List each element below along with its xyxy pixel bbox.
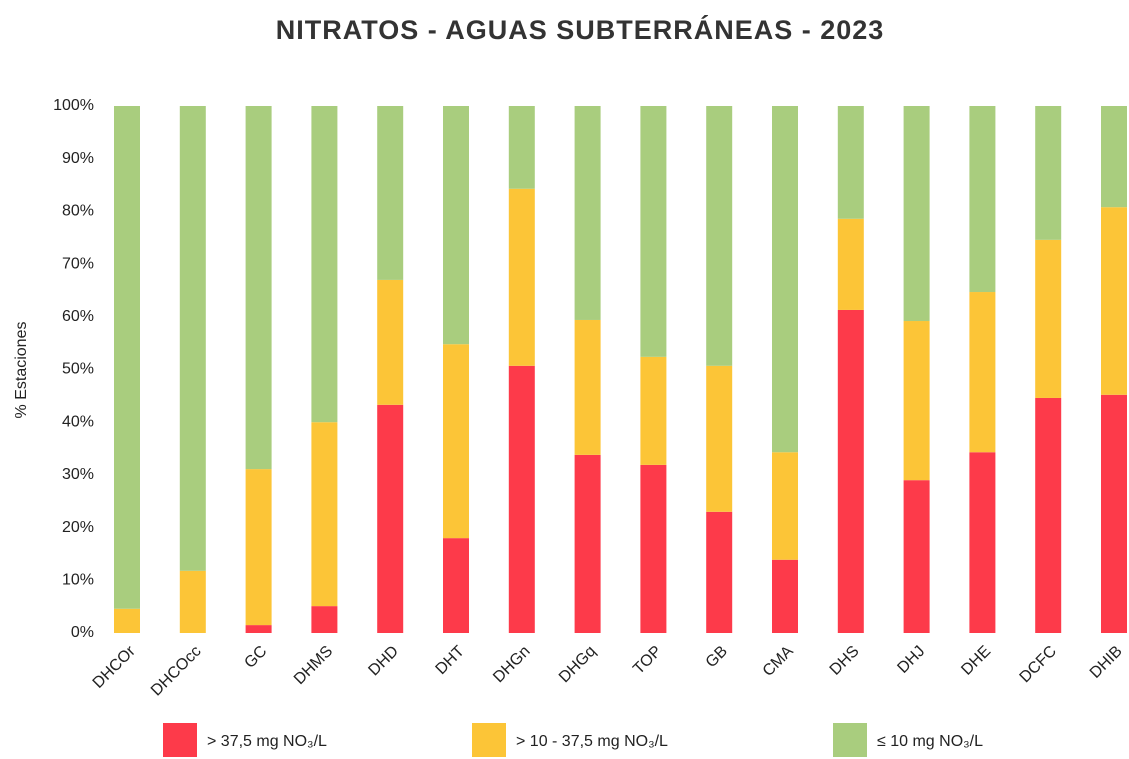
bar-segment: [1101, 394, 1127, 633]
y-tick-label: 10%: [62, 572, 94, 589]
x-tick-label: TOP: [630, 643, 665, 678]
y-axis-label: % Estaciones: [13, 322, 30, 419]
bar-segment: [1035, 397, 1062, 633]
y-tick-label: 0%: [71, 624, 94, 641]
bar-segment: [114, 106, 140, 609]
bar-segment: [903, 480, 930, 633]
bar-segment: [245, 106, 272, 470]
bar-segment: [574, 454, 601, 633]
x-tick-label: DHD: [365, 643, 402, 680]
legend-label: > 37,5 mg NO₃/L: [207, 733, 327, 750]
x-tick-label: DHCOcc: [148, 643, 205, 700]
bar-segment: [903, 106, 930, 322]
bar-segment: [574, 106, 601, 320]
bar-segment: [640, 106, 667, 357]
y-tick-label: 50%: [62, 361, 94, 378]
bar-segment: [245, 625, 272, 633]
bar-segment: [311, 606, 338, 633]
legend-swatch: [472, 723, 506, 757]
bar-segment: [114, 608, 140, 633]
bar-segment: [508, 188, 535, 366]
bar-segment: [179, 106, 206, 571]
bar-segment: [706, 365, 733, 512]
x-tick-label: DHT: [433, 643, 468, 678]
chart-title: NITRATOS - AGUAS SUBTERRÁNEAS - 2023: [276, 14, 885, 45]
bar-segment: [1101, 207, 1127, 395]
bar-segment: [969, 106, 996, 293]
legend-label: > 10 - 37,5 mg NO₃/L: [516, 733, 668, 750]
bar-segment: [377, 279, 404, 405]
bar-segment: [311, 422, 338, 607]
bar-segment: [1035, 239, 1062, 398]
bar-segment: [443, 538, 469, 633]
bar-segment: [969, 292, 996, 453]
bar-segment: [443, 106, 469, 345]
bar-segment: [574, 319, 601, 455]
bar-segment: [508, 365, 535, 633]
bar-segment: [443, 344, 469, 539]
bar-segment: [969, 452, 996, 633]
bar-segment: [903, 321, 930, 481]
bar-segment: [377, 106, 404, 280]
bar-segment: [772, 452, 798, 560]
bar-segment: [508, 106, 535, 189]
bar-segment: [311, 106, 338, 423]
y-tick-label: 60%: [62, 308, 94, 325]
x-tick-label: DHGn: [490, 643, 533, 686]
y-tick-label: 80%: [62, 203, 94, 220]
bar-segment: [245, 469, 272, 626]
bar-segment: [179, 570, 206, 633]
bar-segment: [772, 559, 798, 633]
legend-swatch: [833, 723, 867, 757]
legend-swatch: [163, 723, 197, 757]
y-tick-label: 20%: [62, 519, 94, 536]
bar-segment: [706, 511, 733, 633]
bar-segment: [640, 464, 667, 633]
x-tick-label: GC: [241, 643, 270, 672]
bar-segment: [837, 218, 864, 310]
bar-segment: [706, 106, 733, 366]
x-tick-label: DCFC: [1017, 643, 1060, 686]
x-tick-label: GB: [703, 643, 731, 671]
bar-segment: [640, 356, 667, 465]
x-tick-label: DHIB: [1087, 643, 1126, 682]
bar-segment: [1035, 106, 1062, 240]
x-tick-label: CMA: [760, 643, 797, 680]
bar-segment: [1101, 106, 1127, 208]
x-tick-label: DHE: [958, 643, 994, 679]
y-tick-label: 40%: [62, 413, 94, 430]
y-tick-label: 100%: [53, 97, 94, 114]
x-tick-label: DHGq: [556, 643, 599, 686]
y-tick-label: 90%: [62, 150, 94, 167]
x-tick-label: DHJ: [894, 643, 928, 677]
bar-segment: [837, 106, 864, 219]
bar-segment: [377, 404, 404, 633]
x-tick-label: DHCOr: [90, 642, 140, 692]
bar-segment: [772, 106, 798, 453]
y-tick-label: 30%: [62, 466, 94, 483]
y-tick-label: 70%: [62, 255, 94, 272]
bar-segment: [837, 309, 864, 633]
legend-label: ≤ 10 mg NO₃/L: [877, 733, 983, 750]
x-tick-label: DHS: [827, 643, 863, 679]
x-tick-label: DHMS: [291, 643, 336, 688]
